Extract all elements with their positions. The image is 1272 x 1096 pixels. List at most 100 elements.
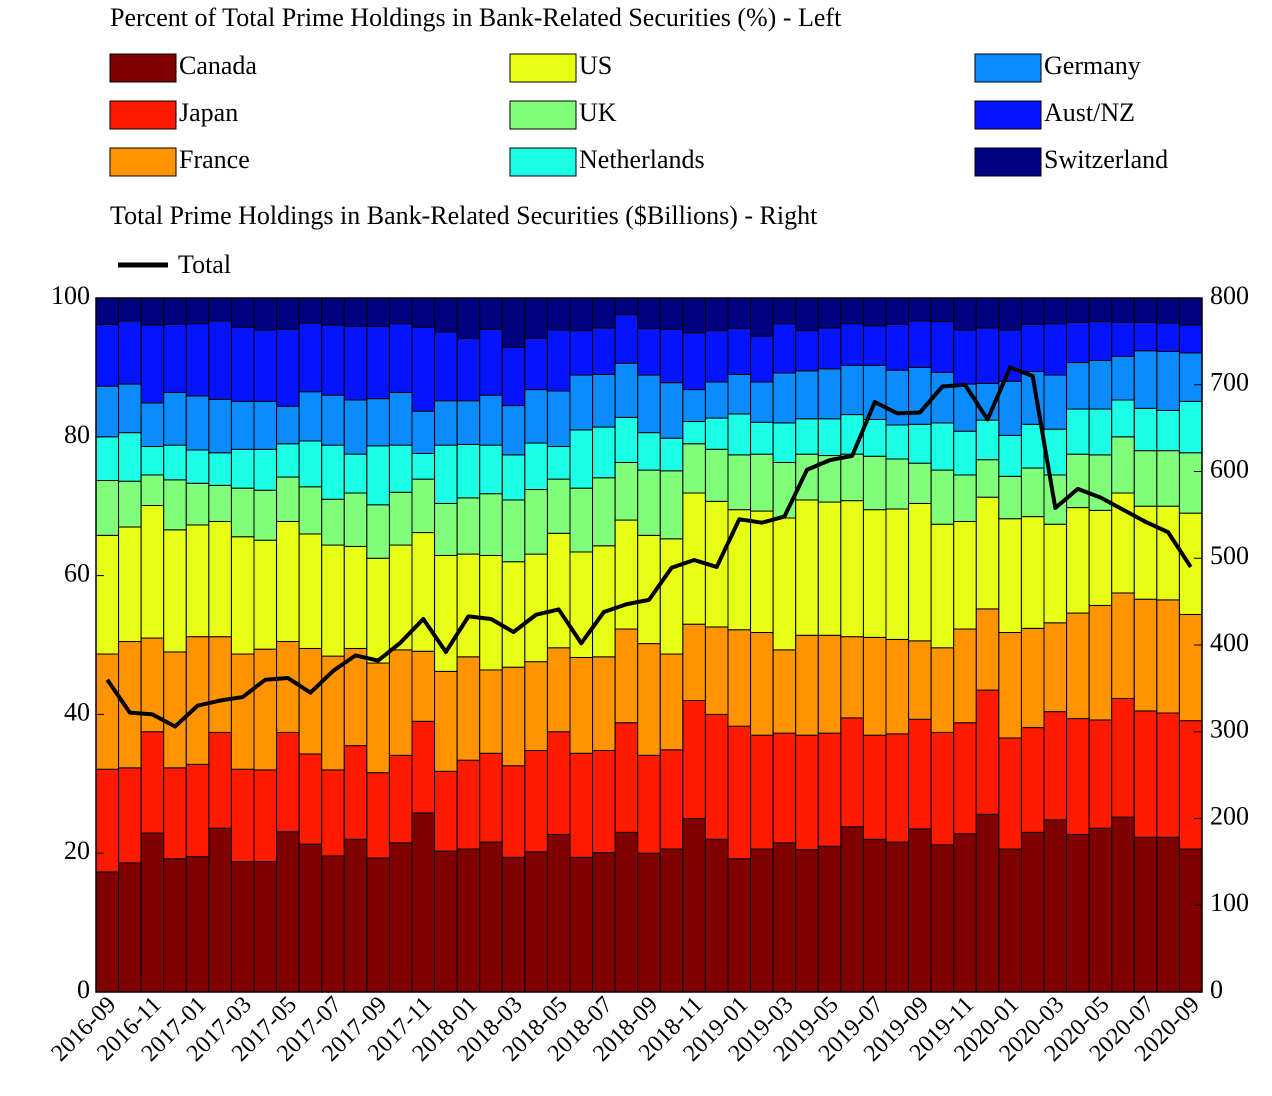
bar-segment bbox=[569, 330, 594, 376]
bar-segment bbox=[637, 328, 661, 376]
bar-segment bbox=[930, 523, 955, 649]
bar-segment bbox=[546, 478, 571, 534]
bar-segment bbox=[930, 731, 955, 846]
bar-segment bbox=[456, 656, 481, 761]
bar-segment bbox=[185, 856, 210, 993]
bar-segment bbox=[230, 297, 255, 328]
bar-segment bbox=[1178, 452, 1203, 514]
bar-segment bbox=[1156, 322, 1180, 352]
bar-segment bbox=[637, 754, 661, 854]
bar-segment bbox=[998, 737, 1022, 850]
bar-segment bbox=[659, 297, 684, 330]
bar-segment bbox=[1043, 323, 1068, 376]
y2-tick-label: 600 bbox=[1210, 454, 1249, 483]
bar-segment bbox=[704, 448, 729, 502]
bar-segment bbox=[253, 769, 278, 863]
bar-segment bbox=[795, 418, 819, 455]
bar-segment bbox=[118, 641, 142, 769]
bar-segment bbox=[208, 636, 232, 733]
bar-segment bbox=[1156, 505, 1180, 601]
bar-segment bbox=[253, 400, 278, 450]
bar-segment bbox=[185, 323, 210, 397]
bar-segment bbox=[1020, 467, 1045, 518]
bar-segment bbox=[524, 553, 548, 663]
bar-segment bbox=[366, 772, 390, 859]
legend-label: Switzerland bbox=[1044, 145, 1168, 174]
bar-segment bbox=[569, 856, 594, 993]
bar-segment bbox=[434, 444, 458, 504]
bar-segment bbox=[1066, 833, 1090, 993]
bar-segment bbox=[95, 323, 120, 387]
bar-segment bbox=[953, 297, 977, 331]
bar-segment bbox=[95, 653, 120, 770]
bar-segment bbox=[1156, 599, 1180, 714]
y-tick-label: 80 bbox=[64, 420, 90, 449]
bar-segment bbox=[1088, 509, 1113, 606]
bar-segment bbox=[230, 448, 255, 489]
bar-segment bbox=[479, 444, 503, 495]
bar-segment bbox=[840, 364, 864, 416]
bar-segment bbox=[930, 422, 955, 471]
bar-segment bbox=[388, 444, 413, 493]
bar-segment bbox=[637, 374, 661, 434]
bar-segment bbox=[1133, 836, 1158, 993]
bar-segment bbox=[1156, 450, 1180, 507]
bar-segment bbox=[163, 297, 187, 325]
bar-segment bbox=[817, 297, 842, 329]
bar-segment bbox=[253, 648, 278, 771]
bar-segment bbox=[862, 455, 887, 511]
bar-segment bbox=[1020, 727, 1045, 833]
bar-segment bbox=[434, 850, 458, 993]
bar-segment bbox=[727, 509, 752, 631]
bar-segment bbox=[682, 818, 706, 993]
y2-tick-label: 0 bbox=[1210, 975, 1223, 1004]
bar-segment bbox=[1111, 399, 1135, 438]
bar-segment bbox=[366, 557, 390, 664]
bar-segment bbox=[343, 745, 368, 840]
bar-segment bbox=[434, 331, 458, 402]
bar-segment bbox=[569, 752, 594, 858]
bar-segment bbox=[411, 410, 436, 454]
bar-segment bbox=[840, 826, 864, 993]
bar-segment bbox=[840, 323, 864, 366]
legend-swatch bbox=[509, 147, 577, 177]
bar-segment bbox=[208, 520, 232, 638]
legend-swatch bbox=[509, 53, 577, 83]
bar-segment bbox=[501, 405, 526, 456]
bar-segment bbox=[908, 462, 932, 504]
bar-segment bbox=[140, 324, 165, 404]
bar-segment bbox=[298, 440, 323, 488]
bar-segment bbox=[592, 656, 616, 751]
bar-segment bbox=[862, 325, 887, 366]
bar-segment bbox=[524, 337, 548, 391]
bar-segment bbox=[185, 449, 210, 484]
bar-segment bbox=[592, 297, 616, 329]
bar-segment bbox=[592, 852, 616, 993]
total-line bbox=[105, 365, 1193, 729]
bar-segment bbox=[885, 369, 910, 426]
bar-segment bbox=[659, 848, 684, 993]
y-tick-label: 100 bbox=[51, 281, 90, 310]
bar-segment bbox=[659, 328, 684, 384]
bar-segment bbox=[772, 732, 797, 844]
bar-segment bbox=[118, 432, 142, 482]
bar-segment bbox=[366, 325, 390, 400]
bar-segment bbox=[659, 538, 684, 655]
bar-segment bbox=[862, 509, 887, 638]
bar-segment bbox=[95, 297, 120, 325]
bar-segment bbox=[524, 851, 548, 993]
bar-segment bbox=[772, 461, 797, 519]
bar-segment bbox=[456, 759, 481, 850]
bar-segment bbox=[953, 383, 977, 432]
bar-segment bbox=[795, 499, 819, 636]
legend-label: France bbox=[179, 145, 250, 174]
bar-segment bbox=[569, 297, 594, 332]
bar-segment bbox=[840, 297, 864, 325]
bar-segment bbox=[682, 700, 706, 820]
bar-segment bbox=[659, 653, 684, 751]
bar-segment bbox=[343, 492, 368, 547]
bar-segment bbox=[343, 453, 368, 494]
bar-segment bbox=[569, 374, 594, 431]
bar-segment bbox=[1178, 848, 1203, 993]
bar-segment bbox=[1066, 297, 1090, 323]
